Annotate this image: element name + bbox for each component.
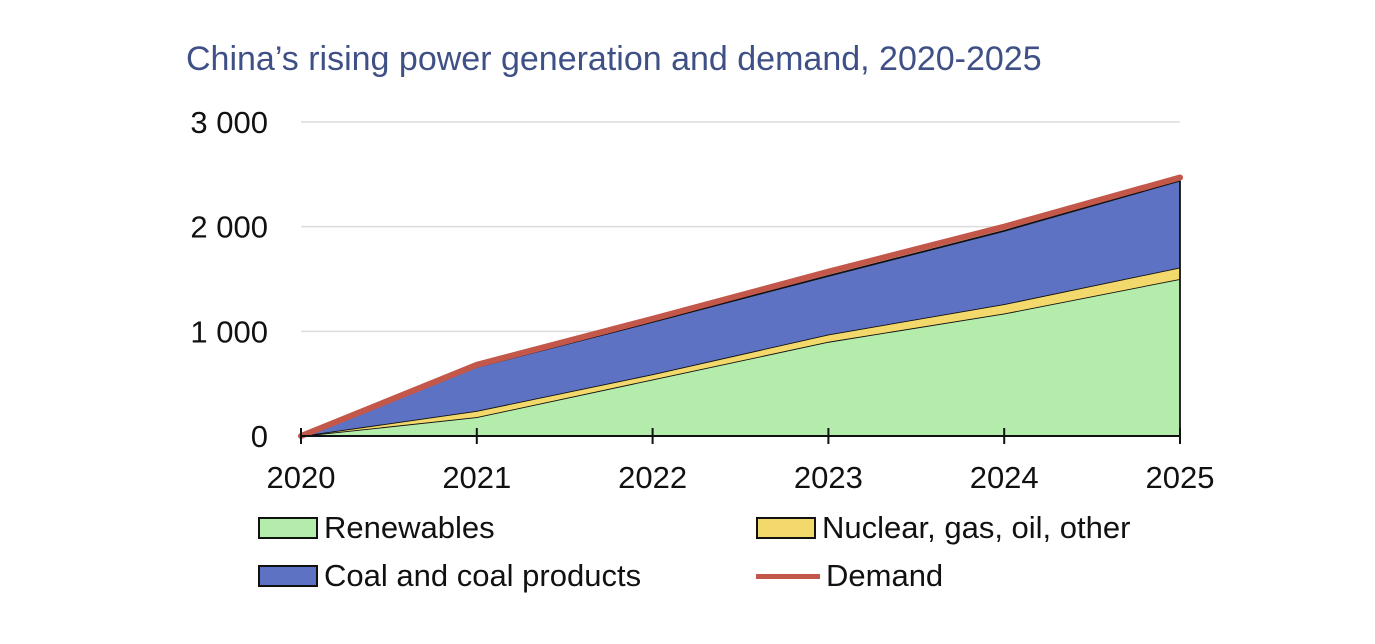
legend-swatch-nuclear-gas-oil-other (756, 517, 816, 539)
x-tick-label: 2021 (442, 460, 511, 495)
legend-label-nuclear-gas-oil-other: Nuclear, gas, oil, other (822, 510, 1131, 545)
y-tick-label: 1 000 (190, 314, 268, 349)
x-tick-label: 2022 (618, 460, 687, 495)
y-tick-label: 2 000 (190, 210, 268, 245)
y-tick-label: 3 000 (190, 105, 268, 140)
legend-label-demand: Demand (826, 558, 944, 593)
demand-line (298, 174, 1183, 439)
demand-line-layer (298, 174, 1183, 439)
y-axis-tick-labels: 0 1 000 2 000 3 000 (190, 105, 268, 454)
x-tick-label: 2025 (1146, 460, 1215, 495)
legend-item-coal: Coal and coal products (258, 553, 641, 599)
y-tick-label: 0 (251, 419, 268, 454)
legend-swatch-coal (258, 565, 318, 587)
legend-swatch-renewables (258, 517, 318, 539)
legend-line-demand (756, 573, 820, 579)
legend-label-coal: Coal and coal products (324, 558, 642, 593)
x-tick-label: 2023 (794, 460, 863, 495)
x-tick-label: 2024 (970, 460, 1039, 495)
legend-label-renewables: Renewables (324, 510, 495, 545)
legend-item-renewables: Renewables (258, 505, 495, 551)
legend-item-demand: Demand (756, 553, 943, 599)
area-coal (301, 180, 1180, 436)
stacked-areas (300, 179, 1181, 437)
chart-title: China’s rising power generation and dema… (186, 40, 1042, 78)
legend: Renewables Nuclear, gas, oil, other Coal… (258, 505, 1218, 605)
area-renewables (301, 279, 1180, 436)
x-axis-tick-labels: 2020 2021 2022 2023 2024 2025 (267, 460, 1215, 495)
legend-item-nuclear-gas-oil-other: Nuclear, gas, oil, other (756, 505, 1130, 551)
x-tick-label: 2020 (267, 460, 336, 495)
x-axis (300, 428, 1181, 444)
